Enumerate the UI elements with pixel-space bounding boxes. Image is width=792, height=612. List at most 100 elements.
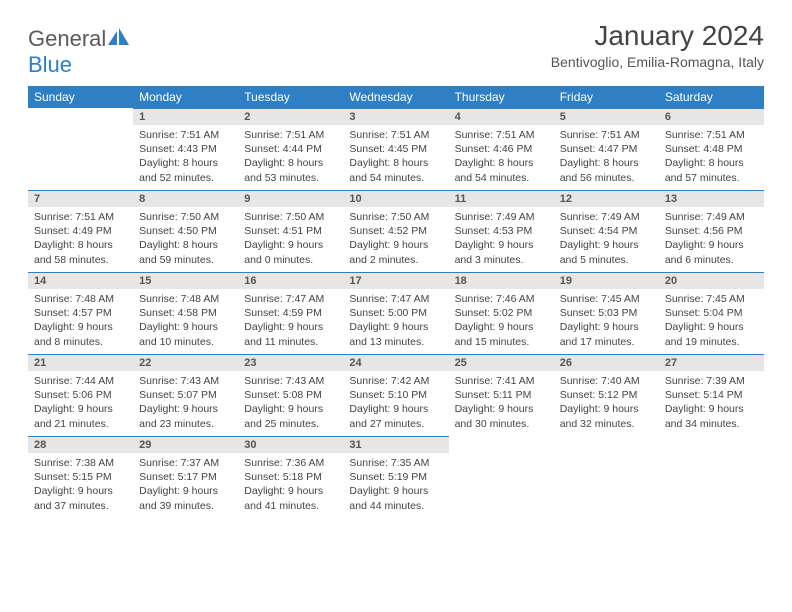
day-details: Sunrise: 7:45 AMSunset: 5:04 PMDaylight:… — [659, 289, 764, 353]
day-number: 6 — [659, 108, 764, 125]
day-number: 1 — [133, 108, 238, 125]
day-details: Sunrise: 7:51 AMSunset: 4:47 PMDaylight:… — [554, 125, 659, 189]
day-cell: 14Sunrise: 7:48 AMSunset: 4:57 PMDayligh… — [28, 272, 133, 354]
day-details: Sunrise: 7:45 AMSunset: 5:03 PMDaylight:… — [554, 289, 659, 353]
day-cell: 17Sunrise: 7:47 AMSunset: 5:00 PMDayligh… — [343, 272, 448, 354]
day-cell — [554, 436, 659, 518]
day-number: 11 — [449, 190, 554, 207]
day-cell: 4Sunrise: 7:51 AMSunset: 4:46 PMDaylight… — [449, 108, 554, 190]
day-header: Monday — [133, 86, 238, 108]
day-details: Sunrise: 7:50 AMSunset: 4:50 PMDaylight:… — [133, 207, 238, 271]
day-details: Sunrise: 7:50 AMSunset: 4:52 PMDaylight:… — [343, 207, 448, 271]
day-cell: 31Sunrise: 7:35 AMSunset: 5:19 PMDayligh… — [343, 436, 448, 518]
day-number: 15 — [133, 272, 238, 289]
day-number: 7 — [28, 190, 133, 207]
day-cell: 23Sunrise: 7:43 AMSunset: 5:08 PMDayligh… — [238, 354, 343, 436]
day-cell: 12Sunrise: 7:49 AMSunset: 4:54 PMDayligh… — [554, 190, 659, 272]
day-cell: 7Sunrise: 7:51 AMSunset: 4:49 PMDaylight… — [28, 190, 133, 272]
day-number: 2 — [238, 108, 343, 125]
day-number: 4 — [449, 108, 554, 125]
day-cell — [449, 436, 554, 518]
day-number: 24 — [343, 354, 448, 371]
day-number: 27 — [659, 354, 764, 371]
day-number: 19 — [554, 272, 659, 289]
day-details: Sunrise: 7:40 AMSunset: 5:12 PMDaylight:… — [554, 371, 659, 435]
day-details: Sunrise: 7:51 AMSunset: 4:48 PMDaylight:… — [659, 125, 764, 189]
day-details: Sunrise: 7:49 AMSunset: 4:53 PMDaylight:… — [449, 207, 554, 271]
day-cell: 10Sunrise: 7:50 AMSunset: 4:52 PMDayligh… — [343, 190, 448, 272]
day-details: Sunrise: 7:37 AMSunset: 5:17 PMDaylight:… — [133, 453, 238, 517]
day-number: 22 — [133, 354, 238, 371]
day-number: 31 — [343, 436, 448, 453]
day-details: Sunrise: 7:51 AMSunset: 4:43 PMDaylight:… — [133, 125, 238, 189]
day-details: Sunrise: 7:43 AMSunset: 5:08 PMDaylight:… — [238, 371, 343, 435]
day-details: Sunrise: 7:44 AMSunset: 5:06 PMDaylight:… — [28, 371, 133, 435]
day-number: 23 — [238, 354, 343, 371]
day-details: Sunrise: 7:47 AMSunset: 5:00 PMDaylight:… — [343, 289, 448, 353]
day-cell: 27Sunrise: 7:39 AMSunset: 5:14 PMDayligh… — [659, 354, 764, 436]
day-number: 12 — [554, 190, 659, 207]
day-details: Sunrise: 7:49 AMSunset: 4:56 PMDaylight:… — [659, 207, 764, 271]
day-number: 9 — [238, 190, 343, 207]
day-header: Sunday — [28, 86, 133, 108]
day-cell: 8Sunrise: 7:50 AMSunset: 4:50 PMDaylight… — [133, 190, 238, 272]
day-cell: 22Sunrise: 7:43 AMSunset: 5:07 PMDayligh… — [133, 354, 238, 436]
day-number: 5 — [554, 108, 659, 125]
day-details: Sunrise: 7:41 AMSunset: 5:11 PMDaylight:… — [449, 371, 554, 435]
day-cell: 24Sunrise: 7:42 AMSunset: 5:10 PMDayligh… — [343, 354, 448, 436]
day-number: 18 — [449, 272, 554, 289]
day-cell: 13Sunrise: 7:49 AMSunset: 4:56 PMDayligh… — [659, 190, 764, 272]
week-row: 28Sunrise: 7:38 AMSunset: 5:15 PMDayligh… — [28, 436, 764, 518]
day-number: 21 — [28, 354, 133, 371]
day-details: Sunrise: 7:35 AMSunset: 5:19 PMDaylight:… — [343, 453, 448, 517]
sails-icon — [108, 28, 130, 51]
header: General Blue January 2024 Bentivoglio, E… — [28, 20, 764, 78]
location: Bentivoglio, Emilia-Romagna, Italy — [551, 54, 764, 70]
week-row: 7Sunrise: 7:51 AMSunset: 4:49 PMDaylight… — [28, 190, 764, 272]
day-cell: 20Sunrise: 7:45 AMSunset: 5:04 PMDayligh… — [659, 272, 764, 354]
day-header: Tuesday — [238, 86, 343, 108]
day-details: Sunrise: 7:36 AMSunset: 5:18 PMDaylight:… — [238, 453, 343, 517]
day-number: 30 — [238, 436, 343, 453]
day-cell: 25Sunrise: 7:41 AMSunset: 5:11 PMDayligh… — [449, 354, 554, 436]
brand-text-2: Blue — [28, 52, 72, 77]
day-cell: 28Sunrise: 7:38 AMSunset: 5:15 PMDayligh… — [28, 436, 133, 518]
day-cell: 26Sunrise: 7:40 AMSunset: 5:12 PMDayligh… — [554, 354, 659, 436]
day-cell: 16Sunrise: 7:47 AMSunset: 4:59 PMDayligh… — [238, 272, 343, 354]
brand-text-1: General — [28, 26, 106, 51]
day-details: Sunrise: 7:51 AMSunset: 4:44 PMDaylight:… — [238, 125, 343, 189]
day-cell: 30Sunrise: 7:36 AMSunset: 5:18 PMDayligh… — [238, 436, 343, 518]
day-cell: 19Sunrise: 7:45 AMSunset: 5:03 PMDayligh… — [554, 272, 659, 354]
day-cell: 21Sunrise: 7:44 AMSunset: 5:06 PMDayligh… — [28, 354, 133, 436]
day-cell: 3Sunrise: 7:51 AMSunset: 4:45 PMDaylight… — [343, 108, 448, 190]
day-header-row: SundayMondayTuesdayWednesdayThursdayFrid… — [28, 86, 764, 108]
day-details: Sunrise: 7:49 AMSunset: 4:54 PMDaylight:… — [554, 207, 659, 271]
day-header: Saturday — [659, 86, 764, 108]
day-cell: 11Sunrise: 7:49 AMSunset: 4:53 PMDayligh… — [449, 190, 554, 272]
day-number: 16 — [238, 272, 343, 289]
day-number: 25 — [449, 354, 554, 371]
day-details: Sunrise: 7:48 AMSunset: 4:58 PMDaylight:… — [133, 289, 238, 353]
day-number: 29 — [133, 436, 238, 453]
day-header: Thursday — [449, 86, 554, 108]
day-cell: 2Sunrise: 7:51 AMSunset: 4:44 PMDaylight… — [238, 108, 343, 190]
day-cell: 9Sunrise: 7:50 AMSunset: 4:51 PMDaylight… — [238, 190, 343, 272]
day-cell: 18Sunrise: 7:46 AMSunset: 5:02 PMDayligh… — [449, 272, 554, 354]
day-details: Sunrise: 7:39 AMSunset: 5:14 PMDaylight:… — [659, 371, 764, 435]
day-number: 3 — [343, 108, 448, 125]
day-number: 28 — [28, 436, 133, 453]
calendar-table: SundayMondayTuesdayWednesdayThursdayFrid… — [28, 86, 764, 518]
title-block: January 2024 Bentivoglio, Emilia-Romagna… — [551, 20, 764, 70]
day-cell: 1Sunrise: 7:51 AMSunset: 4:43 PMDaylight… — [133, 108, 238, 190]
week-row: 21Sunrise: 7:44 AMSunset: 5:06 PMDayligh… — [28, 354, 764, 436]
brand-logo: General Blue — [28, 26, 130, 78]
week-row: 1Sunrise: 7:51 AMSunset: 4:43 PMDaylight… — [28, 108, 764, 190]
day-number: 20 — [659, 272, 764, 289]
week-row: 14Sunrise: 7:48 AMSunset: 4:57 PMDayligh… — [28, 272, 764, 354]
month-title: January 2024 — [551, 20, 764, 52]
day-details: Sunrise: 7:51 AMSunset: 4:46 PMDaylight:… — [449, 125, 554, 189]
day-cell: 15Sunrise: 7:48 AMSunset: 4:58 PMDayligh… — [133, 272, 238, 354]
day-number: 10 — [343, 190, 448, 207]
day-number: 13 — [659, 190, 764, 207]
day-details: Sunrise: 7:43 AMSunset: 5:07 PMDaylight:… — [133, 371, 238, 435]
